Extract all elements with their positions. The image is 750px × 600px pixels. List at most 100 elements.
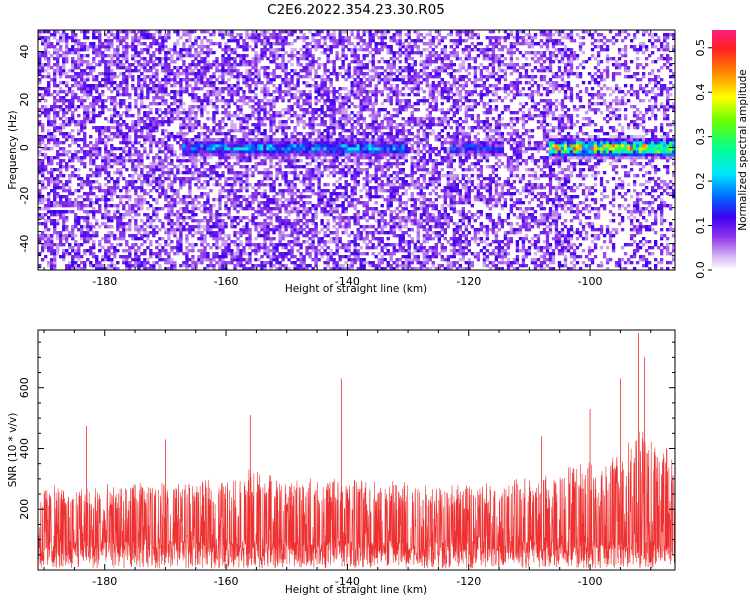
spectrogram-cell [239,111,243,115]
spectrogram-cell [188,177,192,181]
spectrogram-cell [167,195,171,199]
spectrogram-cell [206,228,210,232]
spectrogram-cell [53,255,57,259]
spectrogram-cell [77,114,81,118]
spectrogram-cell [101,138,105,142]
spectrogram-cell [158,63,162,67]
spectrogram-cell [107,237,111,241]
spectrogram-cell [140,195,144,199]
spectrogram-cell [170,207,174,211]
spectrogram-cell [317,189,321,193]
spectrogram-cell [227,171,231,175]
spectrogram-cell [53,228,57,232]
spectrogram-cell [308,54,312,58]
spectrogram-cell [260,141,264,145]
spectrogram-cell [179,138,183,142]
spectrogram-cell [104,162,108,166]
spectrogram-cell [239,105,243,109]
spectrogram-cell [47,135,51,139]
spectrogram-cell [83,216,87,220]
spectrogram-cell [254,45,258,49]
spectrogram-cell [113,126,117,130]
spectrogram-cell [293,231,297,235]
spectrogram-cell [104,165,108,169]
spectrogram-cell [38,63,42,67]
spectrogram-cell [170,108,174,112]
spectrogram-cell [290,255,294,259]
spectrogram-cell [74,33,78,37]
spectrogram-cell [218,255,222,259]
spectrogram-cell [320,219,324,223]
spectrogram-cell [281,42,285,46]
spectrogram-cell [185,216,189,220]
spectrogram-cell [86,54,90,58]
spectrogram-cell [254,156,258,160]
spectrogram-cell [107,129,111,133]
spectrogram-cell [131,168,135,172]
spectrogram-cell [224,189,228,193]
spectrogram-cell [59,186,63,190]
spectrogram-cell [266,144,270,148]
spectrogram-cell [50,243,54,247]
spectrogram-cell [326,93,330,97]
spectrogram-cell [191,141,195,145]
spectrogram-cell [224,57,228,61]
spectrogram-cell [104,135,108,139]
spectrogram-cell [104,150,108,154]
spectrogram-cell [125,132,129,136]
spectrogram-cell [314,48,318,52]
spectrogram-cell [239,117,243,121]
spectrogram-cell [311,219,315,223]
spectrogram-cell [248,84,252,88]
spectrogram-cell [293,183,297,187]
spectrogram-cell [266,246,270,250]
spectrogram-cell [218,126,222,130]
spectrogram-cell [278,84,282,88]
spectrogram-cell [206,111,210,115]
spectrogram-cell [170,132,174,136]
spectrogram-cell [149,87,153,91]
spectrogram-cell [278,228,282,232]
spectrogram-cell [137,237,141,241]
spectrogram-cell [191,171,195,175]
spectrogram-cell [80,72,84,76]
spectrogram-cell [275,153,279,157]
spectrogram-cell [134,105,138,109]
spectrogram-cell [89,120,93,124]
spectrogram-cell [140,180,144,184]
spectrogram-cell [275,138,279,142]
spectrogram-cell [254,150,258,154]
spectrogram-cell [314,234,318,238]
spectrogram-cell [326,135,330,139]
spectrogram-cell [188,243,192,247]
spectrogram-cell [320,192,324,196]
spectrogram-cell [200,231,204,235]
spectrogram-cell [92,159,96,163]
spectrogram-cell [263,72,267,76]
spectrogram-cell [137,186,141,190]
spectrogram-cell [188,33,192,37]
spectrogram-cell [80,69,84,73]
spectrogram-cell [281,99,285,103]
spectrogram-cell [299,258,303,262]
spectrogram-cell [239,189,243,193]
spectrogram-cell [323,84,327,88]
spectrogram-cell [62,111,66,115]
spectrogram-cell [182,261,186,265]
spectrogram-cell [116,249,120,253]
spectrogram-cell [263,240,267,244]
spectrogram-cell [131,186,135,190]
spectrogram-cell [278,165,282,169]
spectrogram-cell [218,219,222,223]
spectrogram-cell [74,234,78,238]
spectrogram-cell [215,222,219,226]
spectrogram-cell [233,63,237,67]
spectrogram-cell [134,129,138,133]
spectrogram-cell [137,228,141,232]
spectrogram-cell [308,201,312,205]
spectrogram-cell [323,78,327,82]
spectrogram-cell [257,246,261,250]
spectrogram-cell [101,42,105,46]
spectrogram-cell [311,33,315,37]
spectrogram-cell [98,225,102,229]
